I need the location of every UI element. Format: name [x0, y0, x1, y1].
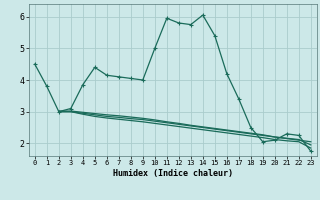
- X-axis label: Humidex (Indice chaleur): Humidex (Indice chaleur): [113, 169, 233, 178]
